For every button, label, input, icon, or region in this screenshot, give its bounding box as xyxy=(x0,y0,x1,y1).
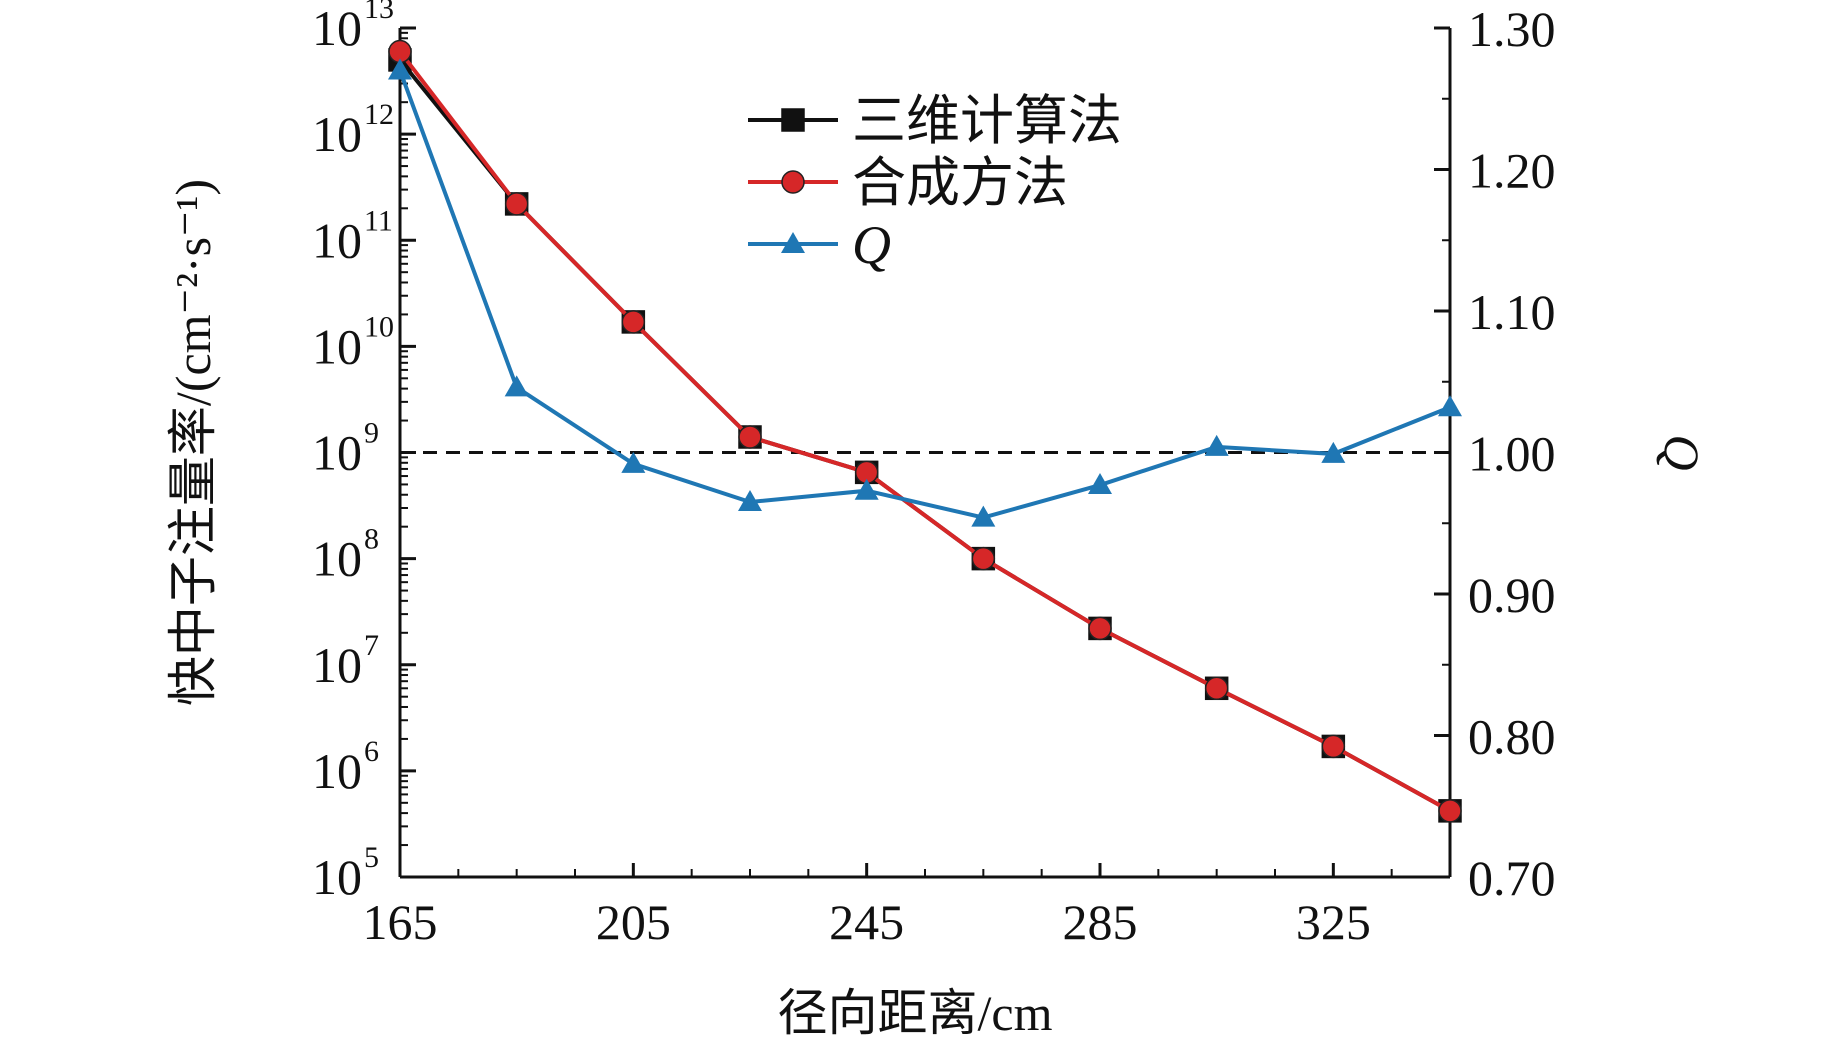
series-q-point xyxy=(1204,434,1229,456)
series-q-point xyxy=(388,58,412,80)
series-synthesis-point xyxy=(504,192,529,216)
legend-label: 三维计算法 xyxy=(852,91,1122,151)
y-right-tick-label: 1.10 xyxy=(1468,284,1556,340)
y-left-tick-label: 10 xyxy=(312,425,362,481)
y-left-tick-exponent: 9 xyxy=(364,417,379,450)
series-synthesis-point xyxy=(1088,616,1112,641)
y-left-tick-exponent: 13 xyxy=(364,0,394,25)
y-right-tick-label: 1.20 xyxy=(1468,143,1556,199)
y-left-tick-exponent: 5 xyxy=(364,841,379,874)
series-q-point xyxy=(971,505,996,527)
y-left-tick-label: 10 xyxy=(312,0,362,56)
y-right-tick-label: 1.00 xyxy=(1468,426,1556,482)
y-left-tick-exponent: 10 xyxy=(364,310,394,343)
series-q-point xyxy=(738,490,762,512)
y-right-tick-label: 0.90 xyxy=(1468,567,1556,623)
x-tick-label: 285 xyxy=(1063,894,1138,950)
series-synthesis-point xyxy=(621,310,646,334)
legend-marker xyxy=(781,170,805,194)
y-left-tick-label: 10 xyxy=(312,531,362,587)
x-tick-label: 205 xyxy=(596,894,671,950)
y-left-tick-label: 10 xyxy=(312,106,362,162)
series-q-point xyxy=(854,478,879,500)
y-left-tick-label: 10 xyxy=(312,637,362,693)
y-left-tick-exponent: 8 xyxy=(364,523,379,556)
y-left-tick-label: 10 xyxy=(312,318,362,374)
x-tick-label: 325 xyxy=(1296,894,1371,950)
y-left-tick-exponent: 6 xyxy=(364,735,379,768)
series-synthesis-point xyxy=(1321,734,1346,759)
y-axis-left-title: 快中子注量率/(cm⁻²·s⁻¹) xyxy=(165,179,221,706)
series-synthesis-point xyxy=(738,425,762,449)
legend-marker xyxy=(781,232,805,253)
legend-marker xyxy=(781,108,805,132)
y-left-tick-exponent: 12 xyxy=(364,98,394,131)
series-synthesis-point xyxy=(971,546,996,571)
y-left-tick-label: 10 xyxy=(312,212,362,268)
y-axis-right-title: Q xyxy=(1654,434,1710,470)
series-synthesis-point xyxy=(1204,676,1229,701)
y-right-tick-label: 0.80 xyxy=(1468,709,1556,765)
x-tick-label: 245 xyxy=(829,894,904,950)
series-layer xyxy=(388,39,1462,823)
x-axis-title: 径向距离/cm xyxy=(778,985,1053,1041)
series-q-point xyxy=(504,375,529,397)
y-left-tick-exponent: 7 xyxy=(364,629,379,662)
series-q-point xyxy=(1321,441,1346,463)
legend-label: 合成方法 xyxy=(852,153,1068,213)
series-q-point xyxy=(621,451,646,473)
y-right-tick-label: 1.30 xyxy=(1468,1,1556,57)
series-synthesis-point xyxy=(1438,799,1462,823)
y-left-tick-label: 10 xyxy=(312,743,362,799)
series-q-line xyxy=(398,69,1451,520)
legend-label: Q xyxy=(852,215,891,275)
series-q-point xyxy=(1438,395,1462,417)
series-q-point xyxy=(1088,473,1112,495)
y-right-tick-label: 0.70 xyxy=(1468,850,1556,906)
y-left-tick-label: 10 xyxy=(312,849,362,905)
y-left-tick-exponent: 11 xyxy=(364,204,393,237)
series-synthesis-line xyxy=(398,50,1451,813)
x-tick-label: 165 xyxy=(363,894,438,950)
